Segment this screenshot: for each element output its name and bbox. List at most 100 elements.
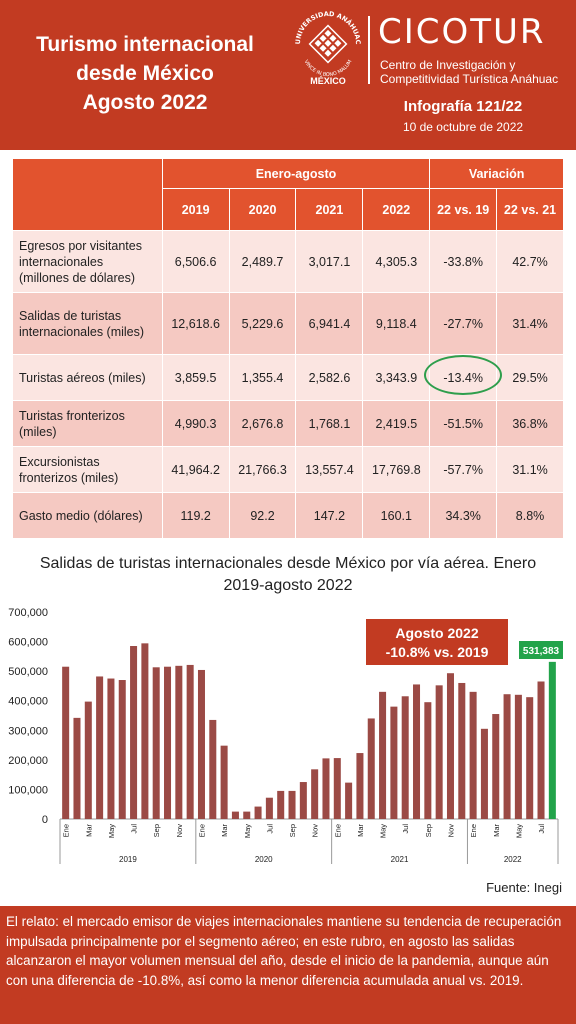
bar <box>141 643 149 819</box>
table-cell: 3,859.5 <box>161 354 230 401</box>
bar <box>186 664 194 819</box>
title-line: desde México <box>76 62 214 85</box>
bar <box>299 782 307 819</box>
table-cell: 2,489.7 <box>228 230 297 293</box>
month-label: Ene <box>469 824 478 837</box>
column-header: 2019 <box>161 188 230 231</box>
table-cell: 92.2 <box>228 492 297 539</box>
y-tick-label: 600,000 <box>8 637 48 649</box>
summary-table: Enero-agosto Variación 2019 2020 2021 20… <box>12 158 564 539</box>
bar <box>118 680 126 819</box>
y-tick-label: 500,000 <box>8 666 48 678</box>
month-label: Jul <box>401 824 410 834</box>
month-label: Mar <box>84 824 93 837</box>
bar <box>469 691 477 819</box>
bar <box>231 811 239 819</box>
publication-date: 10 de octubre de 2022 <box>402 120 524 134</box>
bar <box>243 811 251 819</box>
month-label: Nov <box>311 824 320 838</box>
month-label: Sep <box>288 824 297 837</box>
table-cell: 2,582.6 <box>295 354 364 401</box>
annotation-title: Agosto 2022 <box>395 625 478 641</box>
group-header-enero-agosto: Enero-agosto <box>161 158 431 189</box>
bar <box>220 745 228 819</box>
bar <box>254 806 262 819</box>
month-label: Sep <box>152 824 161 837</box>
chart-source: Fuente: Inegi <box>486 880 562 895</box>
header-divider <box>368 16 370 84</box>
bar <box>96 676 104 819</box>
infographic-number: Infografía 121/22 <box>403 98 523 115</box>
table-cell: 1,355.4 <box>228 354 297 401</box>
month-label: Ene <box>197 824 206 837</box>
bar <box>107 678 115 819</box>
highlight-circle <box>424 355 502 395</box>
table-cell: 119.2 <box>161 492 230 539</box>
month-label: May <box>107 824 116 838</box>
table-cell: 12,618.6 <box>161 292 230 355</box>
bar <box>288 790 296 819</box>
bar <box>277 790 285 819</box>
svg-text:UNIVERSIDAD ANÁHUAC: UNIVERSIDAD ANÁHUAC <box>294 10 362 45</box>
table-corner <box>12 158 163 231</box>
annotation-box <box>366 619 508 665</box>
y-tick-label: 100,000 <box>8 784 48 796</box>
table-cell: 147.2 <box>295 492 364 539</box>
bar <box>152 667 160 819</box>
bar <box>333 758 341 819</box>
footer-narrative: El relato: el mercado emisor de viajes i… <box>0 906 576 1024</box>
chart-title: Salidas de turistas internacionales desd… <box>39 555 537 594</box>
year-label: 2022 <box>504 855 522 864</box>
bar <box>514 694 522 819</box>
bar <box>537 681 545 819</box>
bar <box>356 753 364 819</box>
column-header: 22 vs. 21 <box>496 188 564 231</box>
table-cell: -27.7% <box>429 292 498 355</box>
table-row: Gasto medio (dólares) 119.2 92.2 147.2 1… <box>12 492 564 539</box>
bar <box>492 714 500 819</box>
table-cell: 2,676.8 <box>228 400 297 447</box>
row-label: Salidas de turistas internacionales (mil… <box>12 292 163 355</box>
bar <box>548 661 556 819</box>
header-banner: Turismo internacional desde México Agost… <box>0 0 576 150</box>
bar <box>401 696 409 819</box>
bar <box>209 719 217 819</box>
table-cell: 31.4% <box>496 292 564 355</box>
table-cell: 31.1% <box>496 446 564 493</box>
bar <box>435 685 443 819</box>
month-label: Mar <box>356 824 365 837</box>
page-title: Turismo internacional desde México Agost… <box>14 30 276 117</box>
row-label: Gasto medio (dólares) <box>12 492 163 539</box>
table-group-header-row: Enero-agosto Variación <box>12 158 564 231</box>
table-row: Turistas fronterizos (miles) 4,990.3 2,6… <box>12 400 564 447</box>
column-header: 2021 <box>295 188 364 231</box>
month-label: Jul <box>537 824 546 834</box>
bar-chart: 0 100,000 200,000 300,000 400,000 500,000 600,… <box>8 607 563 864</box>
university-seal: UNIVERSIDAD ANÁHUAC VINCE IN BONO MALUM <box>294 10 362 78</box>
table-cell: 17,769.8 <box>362 446 431 493</box>
table-cell: 34.3% <box>429 492 498 539</box>
y-tick-label: 300,000 <box>8 725 48 737</box>
month-label: Nov <box>446 824 455 838</box>
table-cell: 8.8% <box>496 492 564 539</box>
row-label: Turistas fronterizos (miles) <box>12 400 163 447</box>
bar <box>130 646 138 819</box>
bar <box>424 702 432 819</box>
bar <box>390 706 398 819</box>
bar <box>62 666 70 819</box>
y-tick-label: 0 <box>42 814 48 826</box>
table-row: Excursionistas fronterizos (miles) 41,96… <box>12 446 564 493</box>
column-header: 2020 <box>228 188 297 231</box>
bar <box>480 728 488 819</box>
bar <box>503 694 511 819</box>
bar <box>446 673 454 819</box>
bar <box>175 665 183 819</box>
narrative-text: El relato: el mercado emisor de viajes i… <box>6 914 562 988</box>
table-cell: 21,766.3 <box>228 446 297 493</box>
column-header: 2022 <box>362 188 431 231</box>
table-cell: 5,229.6 <box>228 292 297 355</box>
table-cell: 13,557.4 <box>295 446 364 493</box>
year-label: 2021 <box>391 855 409 864</box>
month-label: Mar <box>492 824 501 837</box>
month-label: May <box>379 824 388 838</box>
